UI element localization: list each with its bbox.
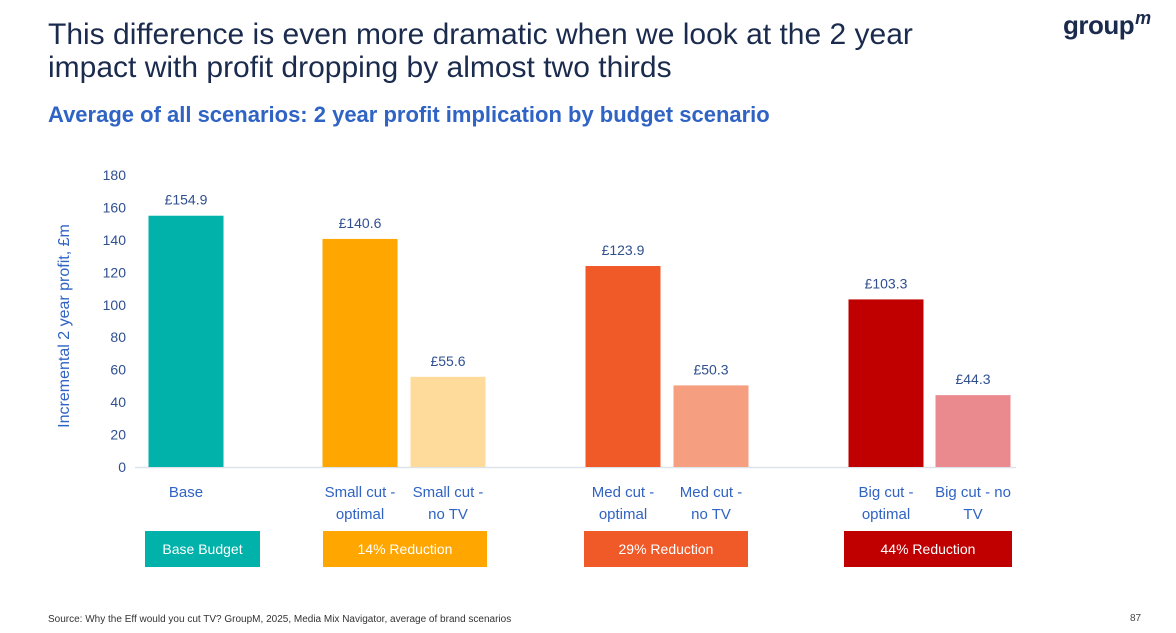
- bar: [322, 238, 398, 467]
- data-label: £140.6: [339, 215, 382, 231]
- group-box: [145, 531, 260, 567]
- page-number: 87: [1130, 613, 1142, 624]
- x-axis-labels: Base Small cut - optimal Small cut - no TV Me…: [169, 484, 1011, 523]
- x-tick-label: no TV: [428, 506, 468, 523]
- group-label: 44% Reduction: [881, 541, 976, 557]
- y-tick-label: 60: [110, 362, 126, 378]
- group-box: [323, 531, 487, 567]
- source-note: Source: Why the Eff would you cut TV? Gr…: [48, 614, 512, 625]
- bar: [148, 215, 224, 467]
- x-tick-label: Small cut -: [325, 484, 396, 501]
- x-tick-label: Med cut -: [592, 484, 655, 501]
- y-tick-label: 0: [118, 459, 126, 475]
- profit-bar-chart: Incremental 2 year profit, £m 0 20 40 60 80 1…: [56, 167, 1016, 567]
- y-tick-label: 180: [103, 167, 127, 183]
- x-tick-label: Big cut -: [858, 484, 913, 501]
- group-box: [844, 531, 1012, 567]
- data-label: £44.3: [955, 371, 990, 387]
- y-tick-label: 20: [110, 427, 126, 443]
- x-tick-label: optimal: [862, 506, 910, 523]
- x-tick-label: TV: [963, 506, 982, 523]
- x-tick-label: Big cut - no: [935, 484, 1011, 501]
- y-tick-label: 140: [103, 232, 127, 248]
- y-axis-ticks: 0 20 40 60 80 100 120 140 160 180: [103, 167, 127, 475]
- group-boxes: Base Budget 14% Reduction 29% Reduction 44%…: [145, 531, 1012, 567]
- bar: [585, 266, 661, 467]
- slide-title: This difference is even more dramatic wh…: [48, 18, 913, 84]
- y-tick-label: 80: [110, 329, 126, 345]
- y-tick-label: 100: [103, 297, 127, 313]
- y-tick-label: 120: [103, 264, 127, 280]
- groupm-logo: groupm: [1063, 8, 1151, 41]
- data-label: £103.3: [865, 275, 908, 291]
- y-tick-label: 160: [103, 199, 127, 215]
- y-axis-label: Incremental 2 year profit, £m: [56, 224, 73, 428]
- x-tick-label: Small cut -: [413, 484, 484, 501]
- data-label: £55.6: [430, 353, 465, 369]
- bar: [673, 385, 749, 467]
- group-label: 29% Reduction: [619, 541, 714, 557]
- bar: [410, 376, 486, 467]
- slide-subtitle: Average of all scenarios: 2 year profit …: [48, 102, 770, 127]
- logo-text: group: [1063, 10, 1135, 40]
- group-box: [584, 531, 748, 567]
- x-tick-label: Base: [169, 484, 203, 501]
- y-tick-label: 40: [110, 394, 126, 410]
- x-tick-label: optimal: [599, 506, 647, 523]
- x-tick-label: optimal: [336, 506, 384, 523]
- bars: [148, 215, 1011, 467]
- logo-superscript: m: [1135, 8, 1151, 28]
- data-labels: £154.9 £140.6 £55.6 £123.9 £50.3 £103.3 £44.3: [165, 192, 991, 387]
- data-label: £123.9: [602, 242, 645, 258]
- group-label: 14% Reduction: [358, 541, 453, 557]
- y-axis-label-group: Incremental 2 year profit, £m: [56, 224, 73, 428]
- bar: [935, 395, 1011, 467]
- data-label: £154.9: [165, 192, 208, 208]
- data-label: £50.3: [693, 361, 728, 377]
- bar: [848, 299, 924, 467]
- x-tick-label: no TV: [691, 506, 731, 523]
- x-tick-label: Med cut -: [680, 484, 743, 501]
- group-label: Base Budget: [162, 541, 242, 557]
